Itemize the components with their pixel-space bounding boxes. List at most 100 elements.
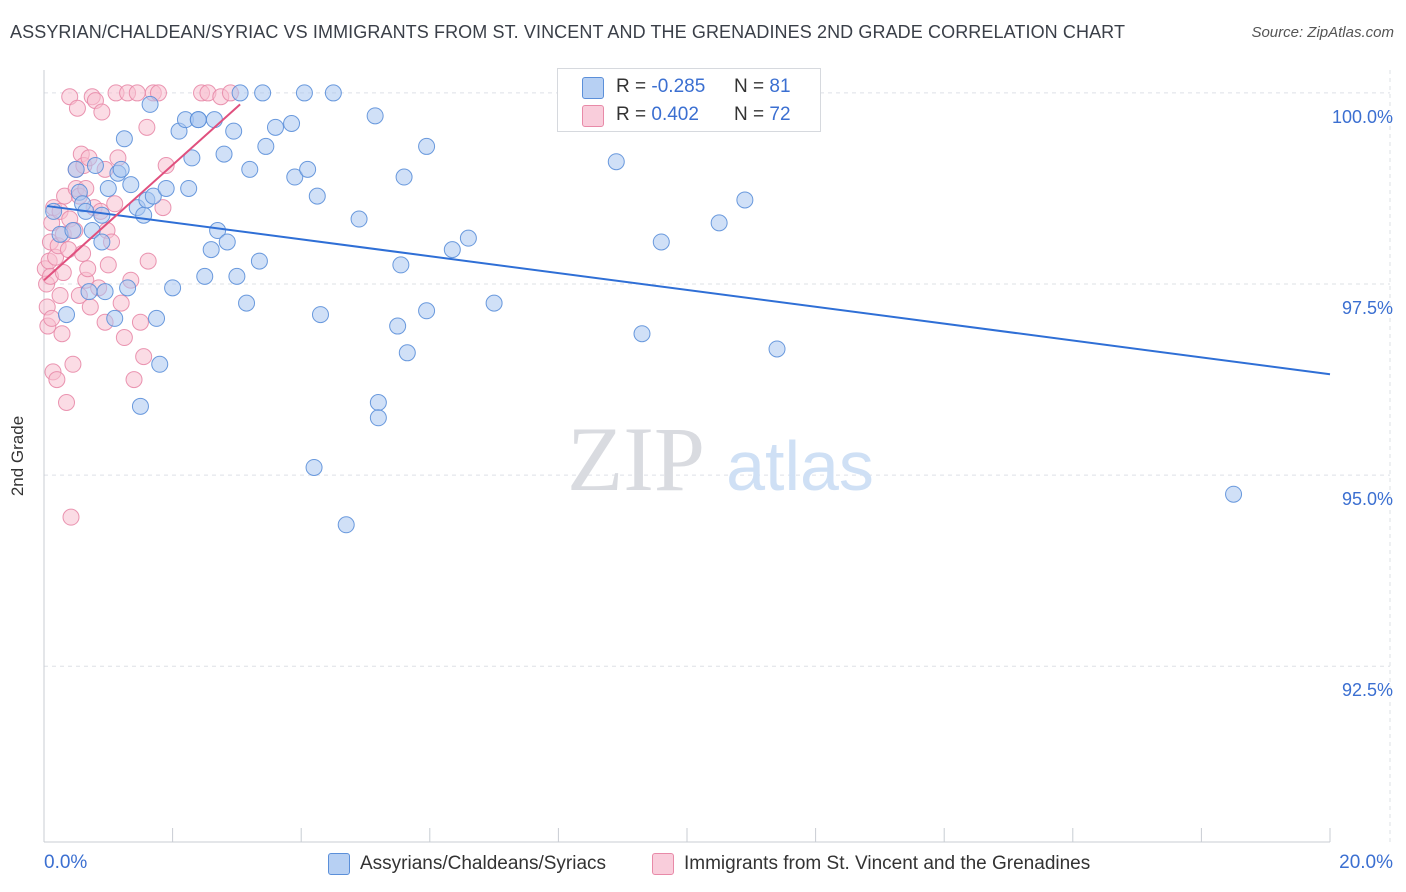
blue-point — [228, 267, 246, 285]
pink-point — [128, 84, 146, 102]
watermark-atlas: atlas — [726, 427, 874, 505]
n-value-blue: 81 — [769, 76, 791, 97]
blue-point — [295, 84, 313, 102]
y-tick-label: 97.5% — [1341, 298, 1393, 319]
blue-point — [418, 302, 436, 320]
blue-point — [398, 344, 416, 362]
source-label: Source: ZipAtlas.com — [1251, 24, 1394, 41]
blue-point — [157, 179, 175, 197]
chart-title: ASSYRIAN/CHALDEAN/SYRIAC VS IMMIGRANTS F… — [10, 22, 1126, 42]
pink-point — [59, 241, 77, 259]
blue-point — [202, 241, 220, 259]
series-label-pink: Immigrants from St. Vincent and the Gren… — [684, 853, 1091, 874]
series-swatch-pink — [652, 853, 674, 875]
n-value-pink: 72 — [769, 104, 791, 125]
blue-point — [324, 84, 342, 102]
watermark-zip: ZIP — [567, 408, 705, 510]
pink-point — [115, 329, 133, 347]
legend-n-blue: N = 81 — [734, 76, 791, 97]
blue-point — [80, 283, 98, 301]
pink-point — [138, 118, 156, 136]
x-tick-label-min: 0.0% — [44, 852, 88, 873]
pink-point — [131, 313, 149, 331]
blue-point — [311, 306, 329, 324]
series-swatch-blue — [328, 853, 350, 875]
blue-point — [443, 241, 461, 259]
blue-point — [254, 84, 272, 102]
blue-point — [392, 256, 410, 274]
legend-r-pink: R = 0.402 — [616, 104, 699, 125]
blue-point — [144, 187, 162, 205]
blue-point — [710, 214, 728, 232]
pink-point — [62, 508, 80, 526]
pink-point — [43, 309, 61, 327]
trend-lines — [43, 103, 1331, 376]
blue-point — [183, 149, 201, 167]
blue-point — [209, 222, 227, 240]
y-tick-label: 92.5% — [1341, 680, 1393, 701]
blue-point — [459, 229, 477, 247]
pink-point — [53, 325, 71, 343]
blue-point — [119, 279, 137, 297]
trend-line-pink — [43, 103, 241, 281]
pink-point — [125, 371, 143, 389]
blue-point — [633, 325, 651, 343]
blue-point — [67, 160, 85, 178]
blue-point — [205, 111, 223, 129]
pink-point — [81, 298, 99, 316]
blue-point — [148, 309, 166, 327]
pink-point — [149, 84, 167, 102]
blue-point — [112, 160, 130, 178]
r-value-pink: 0.402 — [651, 104, 699, 125]
blue-point — [395, 168, 413, 186]
blue-point — [266, 118, 284, 136]
pink-point — [48, 371, 66, 389]
blue-point — [1225, 485, 1243, 503]
blue-point — [196, 267, 214, 285]
blue-point — [308, 187, 326, 205]
blue-point — [607, 153, 625, 171]
blue-point — [189, 111, 207, 129]
blue-point — [369, 409, 387, 427]
blue-point — [389, 317, 407, 335]
blue-point — [225, 122, 243, 140]
blue-point — [286, 168, 304, 186]
series-label-blue: Assyrians/Chaldeans/Syriacs — [360, 853, 607, 874]
correlation-legend: R = -0.285 N = 81 R = 0.402 N = 72 — [557, 68, 821, 132]
blue-point — [768, 340, 786, 358]
legend-row-blue: R = -0.285 N = 81 — [558, 74, 820, 100]
pink-point — [74, 244, 92, 262]
pink-point — [99, 256, 117, 274]
pink-point — [64, 355, 82, 373]
r-value-blue: -0.285 — [651, 76, 706, 97]
legend-n-pink: N = 72 — [734, 104, 791, 125]
blue-point — [238, 294, 256, 312]
series-legend: Assyrians/Chaldeans/Syriacs Immigrants f… — [0, 852, 1406, 878]
blue-point — [99, 179, 117, 197]
pink-series-points — [36, 84, 239, 526]
blue-point — [93, 233, 111, 251]
pink-point — [79, 260, 97, 278]
trend-line-blue — [47, 205, 1331, 376]
x-tick-label-max: 20.0% — [1339, 852, 1393, 873]
pink-point — [93, 103, 111, 121]
pink-point — [51, 286, 69, 304]
blue-point — [64, 222, 82, 240]
blue-point — [350, 210, 368, 228]
y-tick-label: 100.0% — [1331, 106, 1393, 127]
pink-point — [154, 199, 172, 217]
y-tick-label: 95.0% — [1341, 489, 1393, 510]
blue-point — [250, 252, 268, 270]
blue-point — [164, 279, 182, 297]
blue-point — [135, 206, 153, 224]
blue-point — [369, 393, 387, 411]
pink-point — [157, 157, 175, 175]
blue-point — [736, 191, 754, 209]
blue-point — [241, 160, 259, 178]
pink-point — [112, 294, 130, 312]
legend-row-pink: R = 0.402 N = 72 — [558, 102, 820, 128]
pink-point — [135, 348, 153, 366]
blue-point — [115, 130, 133, 148]
gridlines — [44, 70, 1391, 842]
